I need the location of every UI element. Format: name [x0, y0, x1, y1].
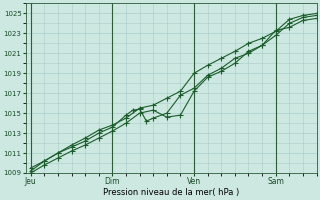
X-axis label: Pression niveau de la mer( hPa ): Pression niveau de la mer( hPa ) — [103, 188, 239, 197]
